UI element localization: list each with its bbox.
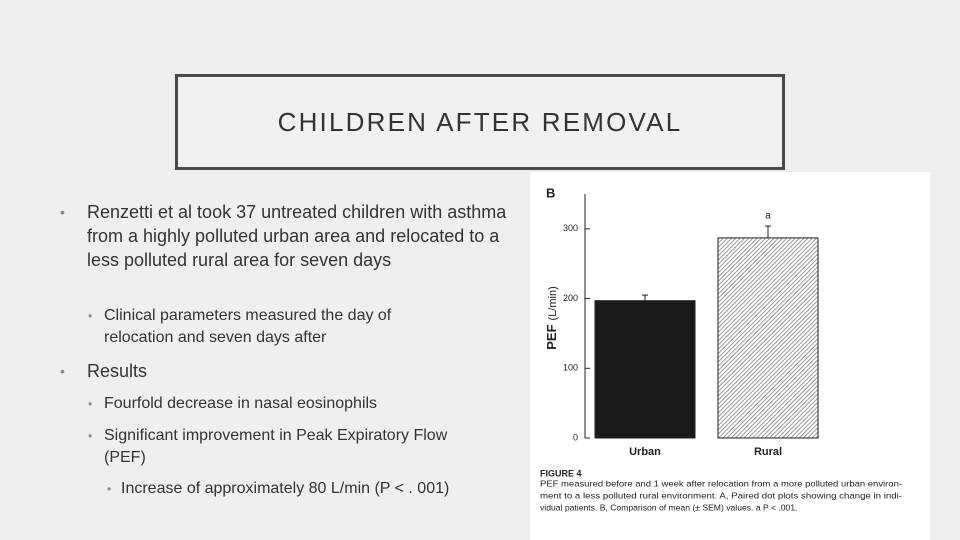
bullet-text: Fourfold decrease in nasal eosinophils <box>104 395 378 412</box>
title-box: CHILDREN AFTER REMOVAL <box>175 74 785 170</box>
bullet-text: Significant improvement in Peak Expirato… <box>104 427 448 466</box>
caption-title: FIGURE 4 <box>540 468 582 478</box>
y-axis-label: PEF (L/min) <box>544 286 559 350</box>
panel-label: B <box>546 185 555 200</box>
bullet-symbol: • <box>107 482 112 496</box>
caption-line: ment to a less polluted rural environmen… <box>540 490 902 500</box>
y-tick-label: 100 <box>563 363 578 373</box>
bullet-symbol: • <box>88 429 93 443</box>
slide-title: CHILDREN AFTER REMOVAL <box>277 106 683 137</box>
caption-line: vidual patients. B, Comparison of mean (… <box>540 502 798 512</box>
annotation: a <box>765 211 771 222</box>
bullet-text: Results <box>87 361 148 381</box>
bullet-symbol: • <box>88 309 93 323</box>
bullet-text: Renzetti et al took 37 untreated childre… <box>87 202 507 270</box>
y-tick-label: 300 <box>563 223 578 233</box>
bullet-symbol: • <box>60 363 65 379</box>
bullet-symbol: • <box>60 204 65 220</box>
y-tick-label: 200 <box>563 293 578 303</box>
x-tick-label: Rural <box>754 446 782 458</box>
y-label-main: PEF <box>544 324 559 349</box>
y-label-unit: (L/min) <box>547 286 559 320</box>
bar <box>594 300 696 439</box>
bullet-text: Clinical parameters measured the day of … <box>104 307 392 346</box>
bar <box>717 237 819 439</box>
bullet-text: Increase of approximately 80 L/min (P < … <box>121 480 450 497</box>
y-tick-label: 0 <box>573 432 578 442</box>
bullet-symbol: • <box>88 397 93 411</box>
figure: B PEF (L/min) FIGURE 4 0 100 200 300 Urban Rur… <box>530 172 930 540</box>
x-tick-label: Urban <box>629 446 661 458</box>
caption-line: PEF measured before and 1 week after rel… <box>540 478 902 488</box>
